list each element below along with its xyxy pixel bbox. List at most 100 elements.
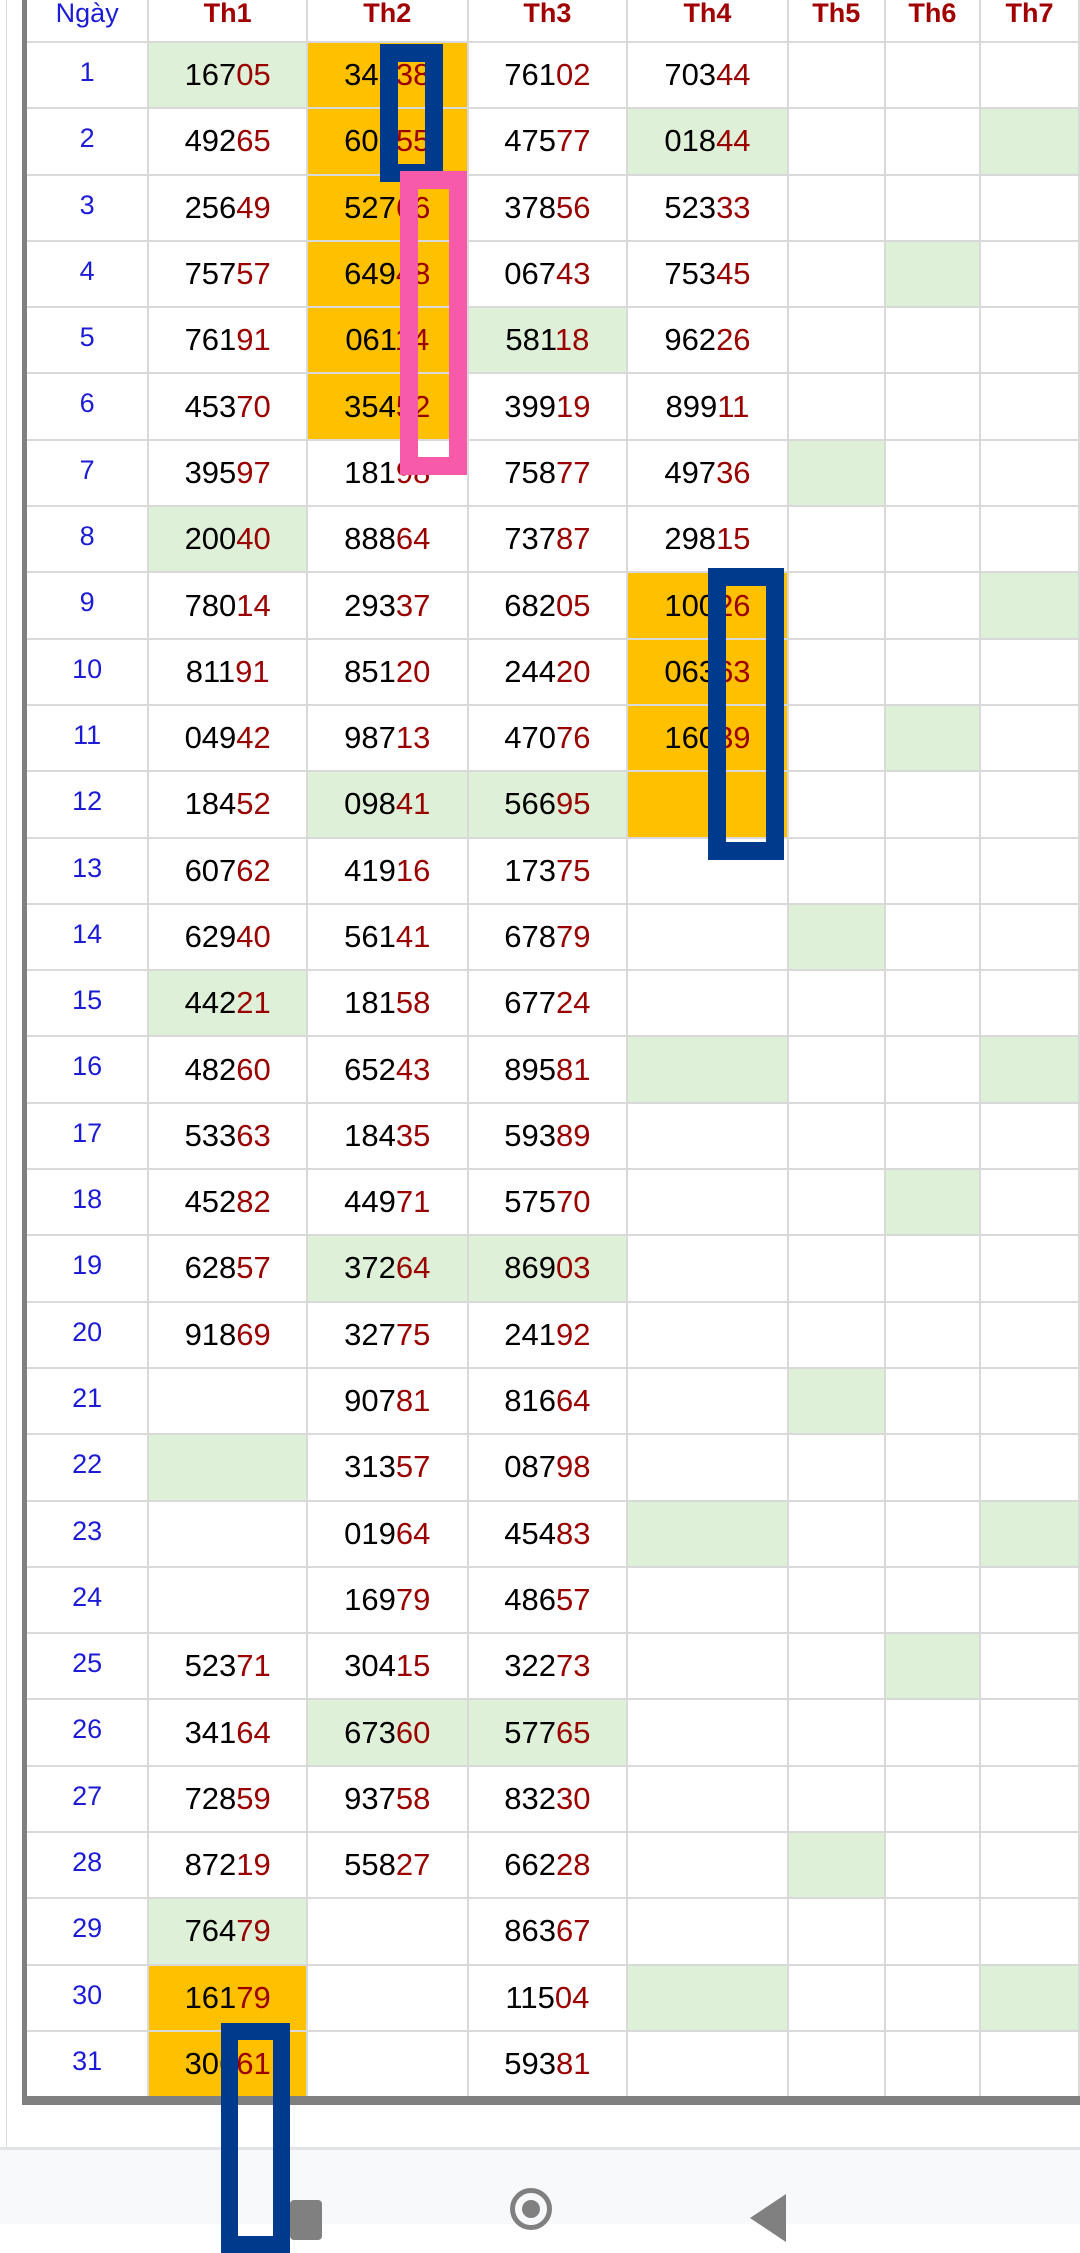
head-digits: 200 — [184, 521, 237, 557]
result-cell: 96226 — [626, 306, 789, 375]
result-cell: 45370 — [147, 372, 308, 441]
result-cell: 76479 — [147, 1897, 308, 1966]
result-cell — [978, 902, 1080, 972]
column-header-th4: Th4 — [626, 0, 789, 43]
result-cell — [786, 40, 886, 110]
column-header-th1: Th1 — [147, 0, 308, 43]
head-digits: 470 — [504, 720, 556, 756]
result-cell — [978, 1764, 1080, 1834]
head-digits: 758 — [504, 454, 556, 490]
table-row: 18 45282 44971 57570 — [23, 1168, 1080, 1237]
result-cell — [626, 1499, 789, 1568]
tail-digits: 60 — [236, 1051, 271, 1087]
table-row: 9 78014 29337 68205 10026 — [23, 571, 1080, 640]
result-cell — [883, 770, 981, 839]
tail-digits: 70 — [555, 1184, 591, 1220]
head-digits: 577 — [504, 1714, 556, 1750]
head-digits: 019 — [344, 1515, 396, 1551]
table-row: 15 44221 18158 67724 — [23, 969, 1080, 1038]
head-digits: 304 — [344, 1648, 396, 1684]
head-digits: 399 — [504, 388, 556, 424]
result-cell: 47076 — [466, 703, 629, 773]
result-cell — [626, 1300, 789, 1369]
head-digits: 169 — [344, 1581, 396, 1617]
recent-apps-icon[interactable] — [290, 2200, 322, 2240]
head-digits: 558 — [344, 1847, 396, 1883]
table-row: 17 53363 18435 59389 — [23, 1101, 1080, 1171]
result-cell — [883, 1831, 981, 1900]
tail-digits: 11 — [717, 388, 750, 424]
head-digits: 851 — [344, 653, 396, 689]
home-icon[interactable] — [510, 2188, 552, 2230]
head-digits: 244 — [504, 653, 556, 689]
result-cell: 48260 — [147, 1035, 308, 1104]
result-cell — [147, 1565, 308, 1635]
back-icon[interactable] — [750, 2194, 786, 2242]
result-cell — [883, 173, 981, 242]
head-digits: 327 — [344, 1316, 396, 1352]
result-cell — [978, 1499, 1080, 1568]
result-cell: 06114 — [305, 306, 469, 375]
head-digits: 728 — [184, 1780, 237, 1816]
result-cell: 39597 — [147, 438, 308, 508]
table-row: 5 76191 06114 58118 96226 — [23, 306, 1080, 375]
tail-digits: 58 — [395, 1780, 431, 1816]
result-cell — [978, 1565, 1080, 1635]
pink-highlight-marker — [400, 171, 467, 475]
result-cell — [978, 836, 1080, 905]
result-cell — [626, 1433, 789, 1502]
head-digits: 523 — [664, 189, 717, 225]
table-row: 13 60762 41916 17375 — [23, 836, 1080, 905]
tail-digits: 37 — [395, 587, 431, 623]
result-cell: 20040 — [147, 505, 308, 574]
day-number: 18 — [23, 1168, 150, 1237]
result-cell — [626, 1366, 789, 1436]
system-nav-bar — [0, 2147, 1080, 2242]
tail-digits: 76 — [555, 720, 591, 756]
tail-digits: 59 — [236, 1780, 271, 1816]
tail-digits: 16 — [395, 852, 431, 888]
result-cell: 68205 — [466, 571, 629, 640]
result-cell: 29337 — [305, 571, 469, 640]
head-digits: 918 — [184, 1316, 237, 1352]
blue-highlight-marker — [708, 568, 784, 860]
result-cell — [883, 239, 981, 309]
result-cell — [786, 1035, 886, 1104]
result-cell: 73787 — [466, 505, 629, 574]
result-cell — [786, 637, 886, 706]
result-cell — [978, 1433, 1080, 1502]
tail-digits: 03 — [555, 1250, 591, 1286]
result-cell — [978, 1632, 1080, 1701]
tail-digits: 91 — [236, 322, 271, 358]
tail-digits: 70 — [236, 388, 271, 424]
result-cell: 44221 — [147, 969, 308, 1038]
result-cell: 04942 — [147, 703, 308, 773]
tail-digits: 75 — [555, 852, 591, 888]
day-number: 17 — [23, 1101, 150, 1171]
header-row: Ngày Th1 Th2 Th3 Th4 Th5 Th6 Th7 — [23, 0, 1080, 43]
tail-digits: 49 — [236, 189, 271, 225]
result-cell — [883, 505, 981, 574]
result-cell: 37264 — [305, 1234, 469, 1303]
head-digits: 341 — [184, 1714, 237, 1750]
tail-digits: 24 — [555, 985, 591, 1021]
result-cell — [978, 239, 1080, 309]
result-cell: 90781 — [305, 1366, 469, 1436]
tail-digits: 35 — [395, 1117, 431, 1153]
head-digits: 987 — [344, 720, 396, 756]
result-cell: 44971 — [305, 1168, 469, 1237]
tail-digits: 89 — [555, 1117, 591, 1153]
day-number: 22 — [23, 1433, 150, 1502]
head-digits: 087 — [504, 1449, 556, 1485]
result-cell: 47577 — [466, 107, 629, 176]
results-table: Ngày Th1 Th2 Th3 Th4 Th5 Th6 Th7 1 16705 34338 761… — [22, 0, 1080, 2106]
head-digits: 454 — [504, 1515, 556, 1551]
result-cell — [786, 1565, 886, 1635]
result-cell: 45282 — [147, 1168, 308, 1237]
tail-digits: 21 — [236, 985, 271, 1021]
result-cell: 75877 — [466, 438, 629, 508]
result-cell — [883, 1698, 981, 1767]
head-digits: 832 — [504, 1780, 556, 1816]
head-digits: 256 — [184, 189, 237, 225]
table-row: 8 20040 88864 73787 29815 — [23, 505, 1080, 574]
